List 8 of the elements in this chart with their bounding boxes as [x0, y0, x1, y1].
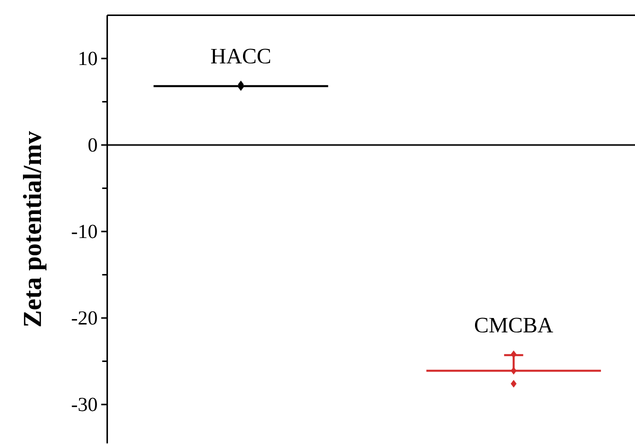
- y-tick-label: 0: [88, 138, 97, 152]
- x-tick-label: CMCBA: [474, 318, 554, 333]
- y-tick-label: -20: [72, 311, 97, 325]
- x-tick-label: HACC: [211, 48, 270, 64]
- y-tick-label: -30: [72, 398, 97, 412]
- y-tick-label: -10: [72, 224, 97, 238]
- y-axis-title: Zeta potential/mv: [22, 131, 46, 326]
- y-tick-label: 10: [80, 52, 97, 66]
